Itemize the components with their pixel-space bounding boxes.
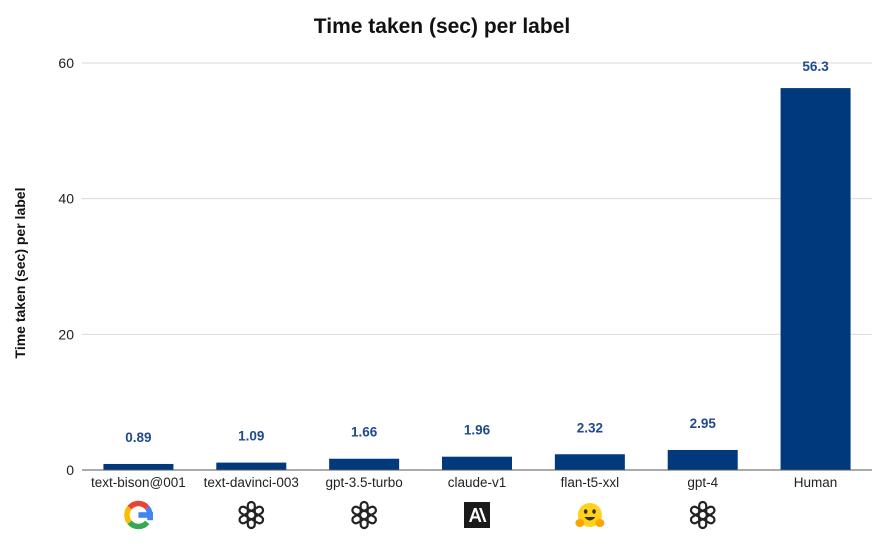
anthropic-logo (464, 502, 490, 528)
data-label: 2.32 (577, 420, 603, 435)
y-axis-ticks: 0 20 40 60 (58, 55, 74, 478)
data-labels: 0.89 1.09 1.66 1.96 2.32 2.95 56.3 (125, 59, 829, 445)
bar (780, 88, 851, 471)
y-tick-label: 60 (58, 55, 74, 71)
data-label: 0.89 (125, 430, 151, 445)
gridlines (82, 62, 872, 335)
model-logos (124, 500, 716, 530)
x-tick-label: claude-v1 (448, 475, 507, 490)
chart-title: Time taken (sec) per label (314, 15, 570, 38)
bar (554, 454, 625, 470)
x-tick-label: Human (794, 475, 838, 490)
bar (103, 463, 174, 470)
data-label: 1.66 (351, 425, 378, 440)
y-tick-label: 40 (58, 191, 74, 207)
x-tick-label: text-davinci-003 (204, 475, 299, 490)
huggingface-logo (575, 503, 605, 527)
bar (667, 449, 738, 470)
openai-logo (351, 500, 377, 530)
y-axis-label: Time taken (sec) per label (12, 188, 28, 359)
openai-logo (238, 500, 265, 530)
data-label: 1.96 (464, 423, 491, 438)
data-label: 56.3 (802, 59, 829, 74)
bar (329, 458, 400, 470)
x-tick-label: flan-t5-xxl (561, 475, 620, 490)
y-tick-label: 20 (58, 326, 74, 342)
y-tick-label: 0 (66, 462, 74, 478)
google-logo (124, 500, 153, 530)
bar (442, 456, 512, 470)
data-label: 2.95 (690, 416, 717, 431)
x-tick-label: gpt-4 (687, 475, 718, 490)
bars (103, 88, 851, 471)
bar (216, 462, 287, 470)
x-tick-label: gpt-3.5-turbo (325, 475, 402, 490)
openai-logo (689, 500, 716, 530)
category-labels: text-bison@001 text-davinci-003 gpt-3.5-tu… (91, 475, 837, 490)
data-label: 1.09 (238, 429, 264, 444)
x-tick-label: text-bison@001 (91, 475, 186, 490)
